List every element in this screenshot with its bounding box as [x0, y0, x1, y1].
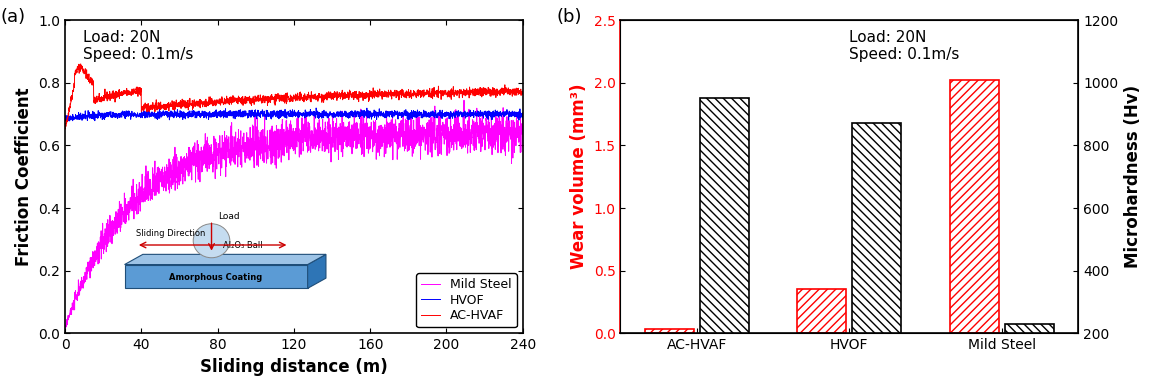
Bar: [645, 329, 693, 333]
Line: HVOF: HVOF: [66, 107, 523, 121]
Text: Load: 20N
Speed: 0.1m/s: Load: 20N Speed: 0.1m/s: [849, 30, 959, 62]
AC-HVAF: [74, 61, 87, 66]
X-axis label: Sliding distance (m): Sliding distance (m): [200, 358, 388, 376]
AC-HVAF: [71, 64, 85, 69]
HVOF: [446, 113, 460, 118]
Line: AC-HVAF: AC-HVAF: [66, 64, 523, 129]
AC-HVAF: [122, 90, 136, 95]
AC-HVAF: [109, 95, 123, 100]
Legend: Mild Steel, HVOF, AC-HVAF: Mild Steel, HVOF, AC-HVAF: [416, 273, 516, 327]
Mild Steel: [71, 291, 85, 296]
Y-axis label: Friction Coefficient: Friction Coefficient: [15, 88, 32, 266]
HVOF: [267, 112, 281, 117]
Y-axis label: Wear volume (mm³): Wear volume (mm³): [570, 84, 588, 270]
AC-HVAF: [516, 89, 530, 93]
Mild Steel: [59, 326, 72, 331]
Bar: [852, 124, 902, 384]
HVOF: [108, 112, 122, 116]
Mild Steel: [266, 141, 279, 146]
HVOF: [153, 104, 167, 109]
Mild Steel: [121, 199, 135, 204]
HVOF: [121, 109, 135, 114]
HVOF: [59, 118, 72, 122]
AC-HVAF: [59, 127, 72, 131]
Mild Steel: [59, 324, 72, 328]
Mild Steel: [93, 246, 107, 251]
AC-HVAF: [59, 126, 72, 131]
Text: (b): (b): [557, 8, 582, 26]
Bar: [797, 290, 846, 333]
HVOF: [516, 110, 530, 115]
AC-HVAF: [267, 97, 281, 101]
Bar: [950, 80, 999, 333]
AC-HVAF: [446, 88, 460, 93]
Line: Mild Steel: Mild Steel: [66, 100, 523, 328]
Bar: [699, 98, 749, 384]
Mild Steel: [108, 217, 122, 221]
Mild Steel: [446, 130, 460, 135]
Mild Steel: [457, 98, 470, 103]
HVOF: [60, 119, 74, 123]
AC-HVAF: [94, 97, 108, 101]
HVOF: [93, 116, 107, 120]
HVOF: [71, 115, 85, 119]
Mild Steel: [516, 145, 530, 149]
Y-axis label: Microhardness (Hv): Microhardness (Hv): [1124, 85, 1142, 268]
Bar: [1005, 324, 1053, 384]
Text: (a): (a): [1, 8, 26, 26]
Text: Load: 20N
Speed: 0.1m/s: Load: 20N Speed: 0.1m/s: [83, 30, 193, 62]
